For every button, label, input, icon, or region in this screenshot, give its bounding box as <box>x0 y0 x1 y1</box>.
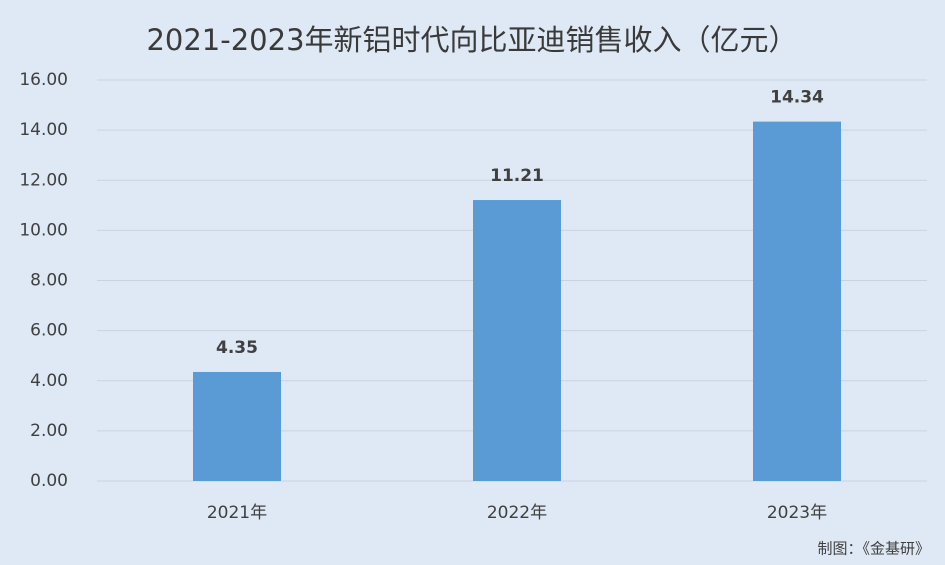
data-label: 14.34 <box>770 88 824 108</box>
x-tick-label: 2021年 <box>207 503 267 523</box>
x-tick-label: 2023年 <box>767 503 827 523</box>
bar <box>193 371 281 481</box>
y-tick-label: 0.00 <box>30 471 68 491</box>
data-label: 4.35 <box>216 338 258 358</box>
bar <box>753 121 841 481</box>
y-tick-label: 8.00 <box>30 271 68 291</box>
y-tick-label: 12.00 <box>19 170 68 190</box>
bar <box>473 200 561 481</box>
y-tick-label: 14.00 <box>19 120 68 140</box>
y-tick-label: 16.00 <box>19 70 68 90</box>
x-tick-label: 2022年 <box>487 503 547 523</box>
chart-title: 2021-2023年新铝时代向比亚迪销售收入（亿元） <box>146 23 797 57</box>
data-label: 11.21 <box>490 166 544 186</box>
source-note: 制图：《金基研》 <box>817 540 930 558</box>
y-tick-label: 10.00 <box>19 220 68 240</box>
y-tick-label: 4.00 <box>30 371 68 391</box>
y-tick-label: 6.00 <box>30 321 68 341</box>
y-tick-label: 2.00 <box>30 421 68 441</box>
